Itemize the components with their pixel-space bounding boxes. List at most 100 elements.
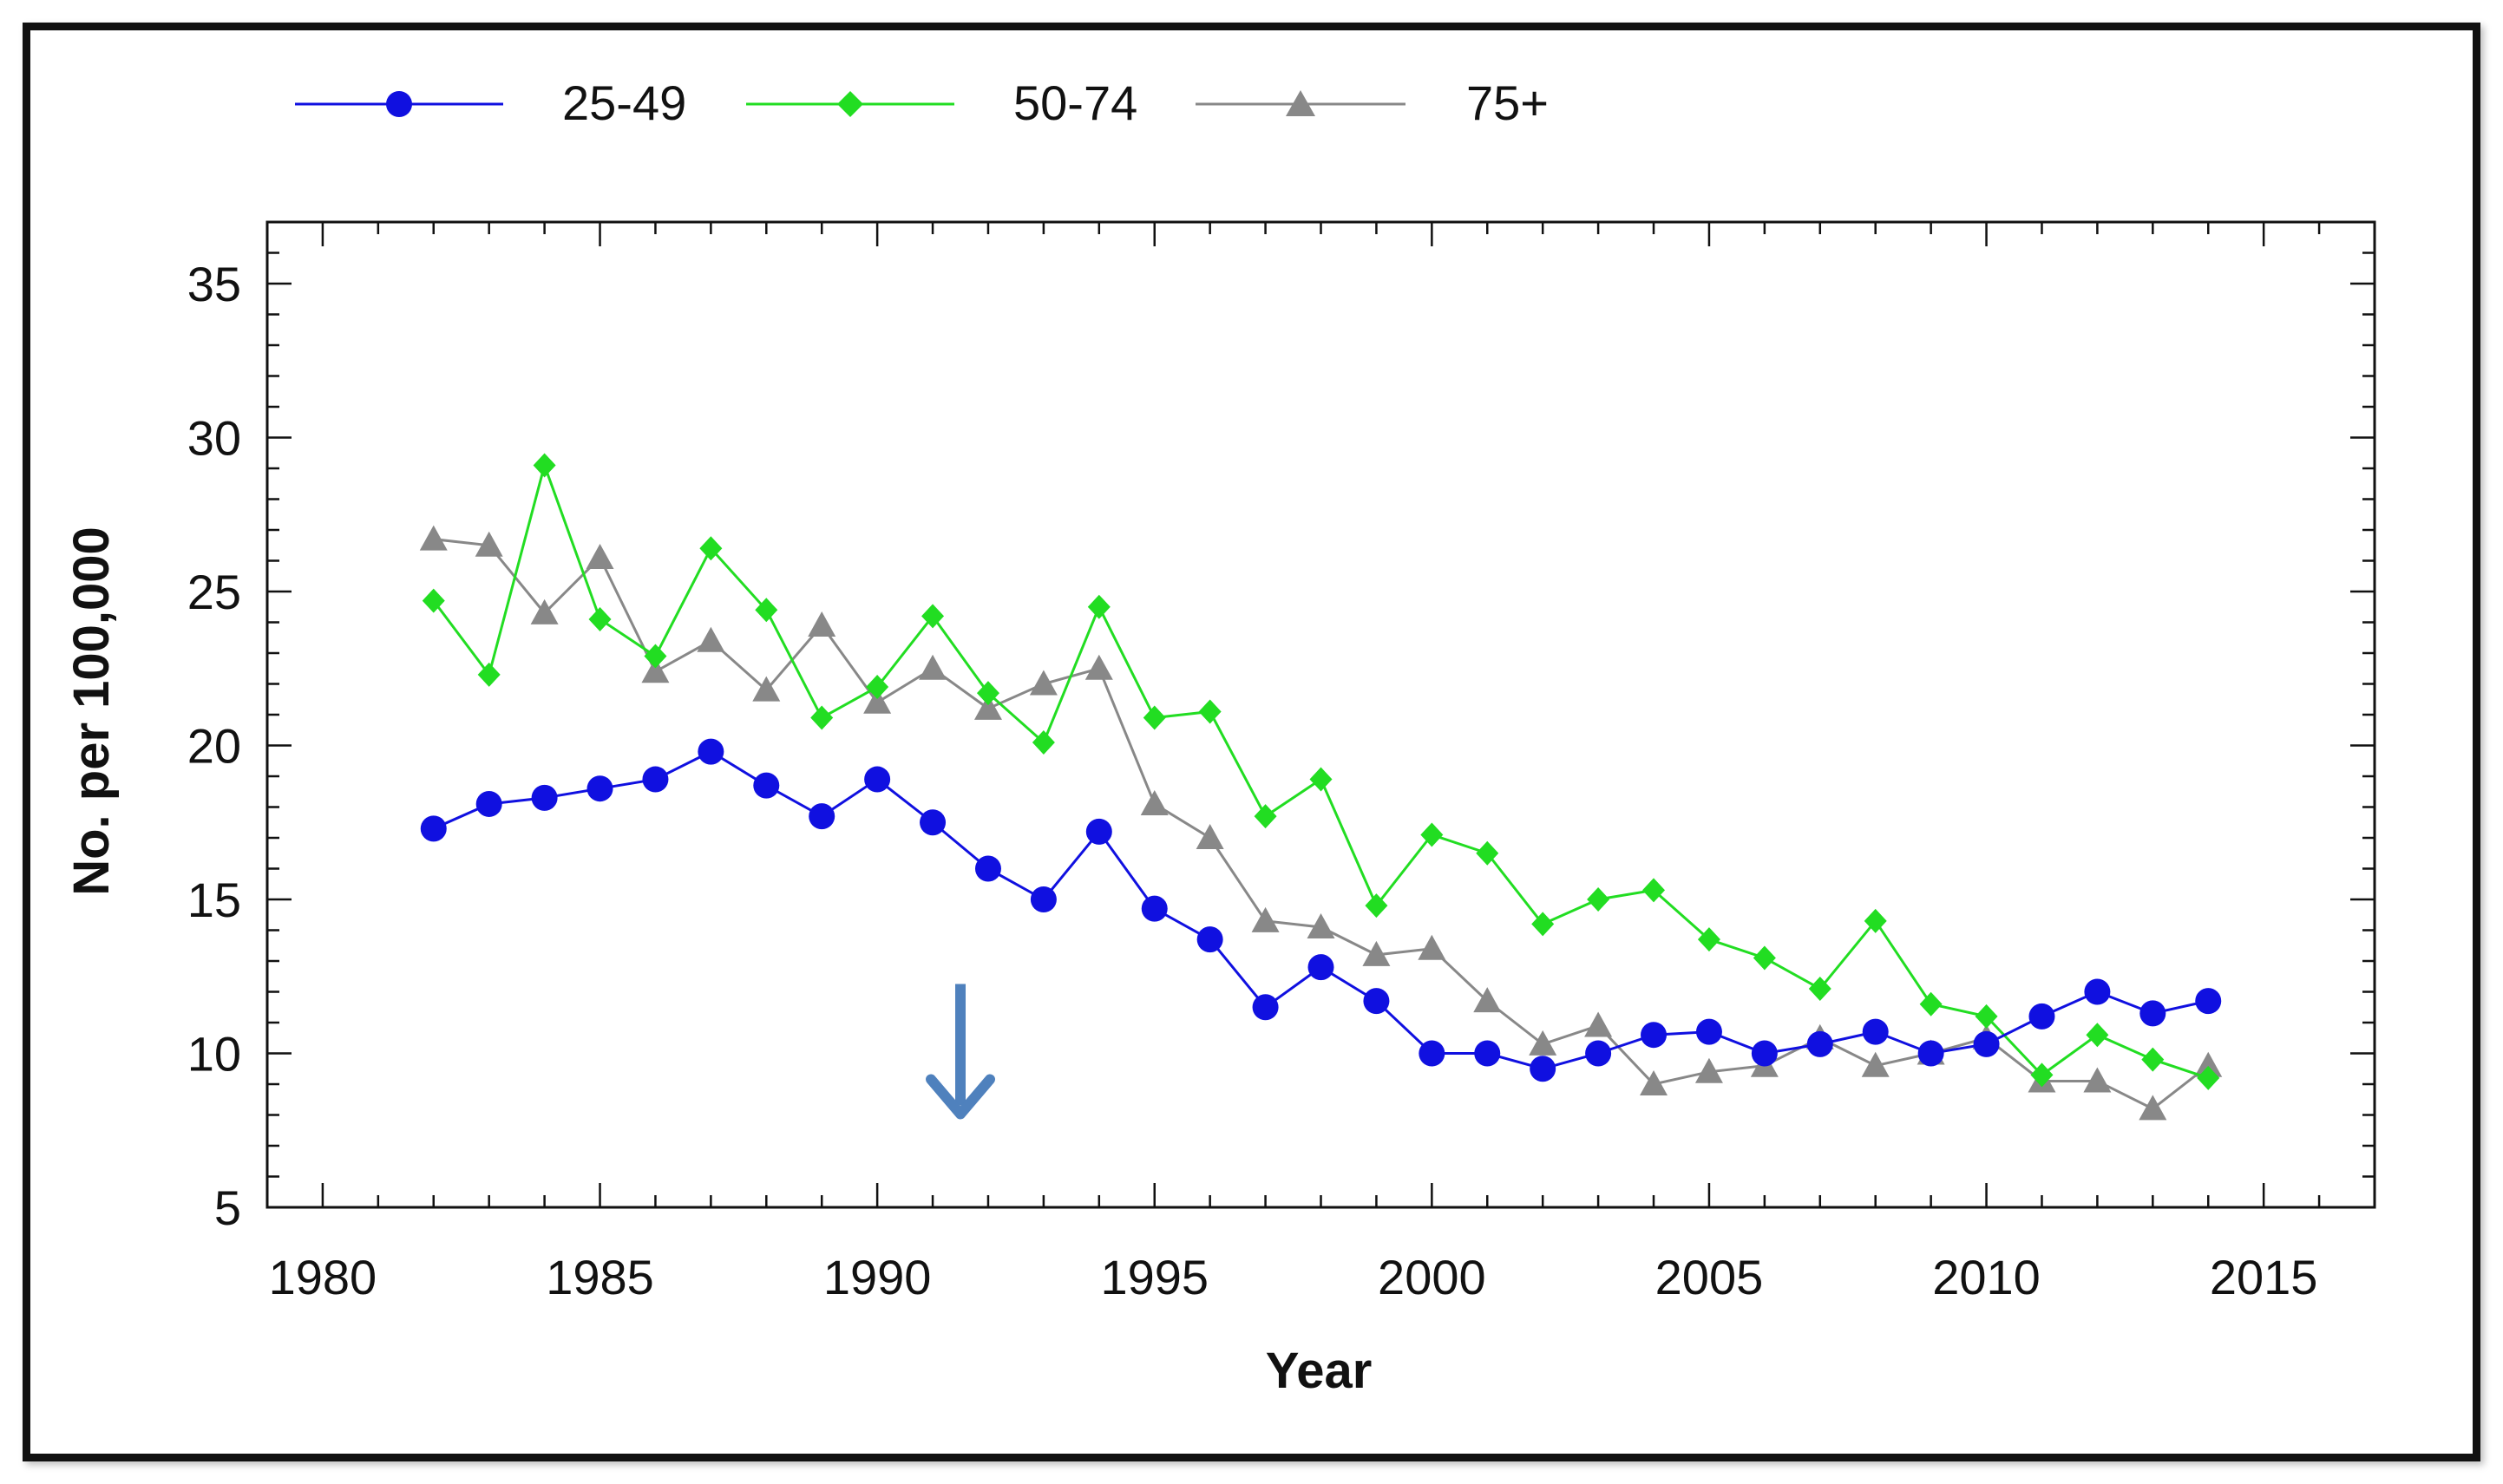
point-75+ — [1861, 1051, 1890, 1077]
point-50-74 — [1476, 840, 1499, 866]
point-75+ — [1694, 1057, 1723, 1083]
y-axis-title: No. per 100,000 — [63, 526, 120, 896]
point-25-49 — [698, 738, 724, 765]
x-tick-label: 1985 — [546, 1250, 654, 1304]
point-50-74 — [1808, 976, 1831, 1001]
point-75+ — [530, 598, 559, 624]
point-75+ — [1362, 940, 1391, 966]
y-tick-label: 10 — [187, 1027, 241, 1082]
x-tick-label: 2010 — [1932, 1250, 2041, 1304]
point-50-74 — [2197, 1065, 2220, 1090]
point-25-49 — [2084, 978, 2111, 1005]
point-50-74 — [1919, 991, 1943, 1017]
series-line-25-49 — [433, 749, 2209, 1070]
point-25-49 — [1917, 1040, 1944, 1067]
legend-item-50-74: 50-74 — [746, 75, 1137, 130]
point-25-49 — [2139, 1000, 2166, 1027]
point-25-49 — [974, 855, 1001, 882]
point-25-49 — [1585, 1040, 1612, 1067]
point-50-74 — [1087, 594, 1111, 619]
point-75+ — [2083, 1067, 2112, 1093]
x-tick-label: 1990 — [823, 1250, 932, 1304]
legend-label-25-49: 25-49 — [562, 75, 686, 130]
point-25-49 — [1530, 1056, 1556, 1082]
legend-triangle-icon — [1286, 90, 1315, 116]
point-50-74 — [588, 606, 612, 631]
point-25-49 — [531, 784, 558, 811]
y-tick-label: 15 — [187, 873, 241, 927]
point-25-49 — [920, 809, 947, 836]
point-50-74 — [1587, 887, 1610, 912]
point-50-74 — [2141, 1047, 2165, 1072]
legend-label-50-74: 50-74 — [1013, 75, 1137, 130]
y-tick-label: 20 — [187, 719, 241, 774]
down-arrow-head — [926, 1074, 996, 1120]
point-50-74 — [1032, 729, 1055, 755]
point-75+ — [419, 525, 448, 551]
plot-area: 1980 1985 1990 1995 2000 2005 2010 2015 5 10 15 20 2… — [187, 220, 2376, 1304]
point-50-74 — [1753, 945, 1776, 971]
point-25-49 — [1806, 1030, 1833, 1057]
point-50-74 — [699, 536, 723, 561]
point-75+ — [863, 688, 892, 714]
x-tick-label: 2015 — [2210, 1250, 2318, 1304]
point-50-74 — [1254, 804, 1277, 829]
point-25-49 — [1419, 1040, 1445, 1067]
legend-label-75plus: 75+ — [1466, 75, 1549, 130]
point-25-49 — [1973, 1030, 2000, 1057]
point-50-74 — [1198, 699, 1222, 724]
x-tick-label: 2005 — [1655, 1250, 1764, 1304]
point-25-49 — [586, 775, 613, 802]
y-tick-label: 35 — [187, 257, 241, 311]
point-50-74 — [533, 453, 556, 478]
point-75+ — [973, 694, 1002, 720]
point-25-49 — [753, 772, 780, 799]
series-line-75+ — [433, 538, 2210, 1111]
point-25-49 — [2028, 1003, 2055, 1030]
point-25-49 — [1030, 886, 1057, 912]
point-25-49 — [809, 803, 835, 830]
point-75+ — [586, 543, 614, 569]
point-25-49 — [1252, 994, 1279, 1021]
point-75+ — [1529, 1030, 1557, 1056]
y-tick-label: 5 — [214, 1180, 241, 1235]
chart-frame — [23, 23, 2480, 1461]
x-tick-label: 1980 — [269, 1250, 377, 1304]
point-25-49 — [1196, 926, 1223, 953]
point-25-49 — [1141, 895, 1168, 922]
point-75+ — [1029, 670, 1058, 696]
point-75+ — [1473, 987, 1502, 1013]
point-75+ — [1084, 654, 1113, 680]
point-50-74 — [1365, 893, 1388, 919]
point-25-49 — [1862, 1018, 1889, 1045]
point-25-49 — [864, 766, 891, 793]
legend-diamond-icon — [837, 91, 863, 117]
point-75+ — [1251, 906, 1280, 932]
point-75+ — [1307, 912, 1335, 938]
point-75+ — [919, 654, 947, 680]
legend-item-25-49: 25-49 — [295, 75, 686, 130]
point-50-74 — [2086, 1023, 2109, 1048]
point-50-74 — [422, 588, 445, 613]
point-75+ — [641, 657, 670, 683]
point-25-49 — [1307, 954, 1334, 981]
point-50-74 — [810, 705, 834, 730]
point-25-49 — [1751, 1040, 1778, 1067]
legend-circle-icon — [386, 91, 412, 117]
y-tick-label: 30 — [187, 411, 241, 466]
point-25-49 — [2195, 988, 2222, 1015]
point-50-74 — [1531, 912, 1555, 937]
point-75+ — [697, 626, 725, 652]
point-75+ — [1196, 824, 1224, 849]
point-25-49 — [1474, 1040, 1501, 1067]
point-75+ — [1418, 934, 1446, 960]
point-50-74 — [1697, 927, 1720, 952]
down-arrow-icon — [926, 984, 996, 1120]
point-50-74 — [1143, 705, 1166, 730]
point-50-74 — [866, 675, 889, 700]
point-25-49 — [642, 766, 669, 793]
x-tick-label: 1995 — [1100, 1250, 1209, 1304]
point-50-74 — [921, 604, 945, 629]
x-axis-title: Year — [1266, 1343, 1373, 1399]
